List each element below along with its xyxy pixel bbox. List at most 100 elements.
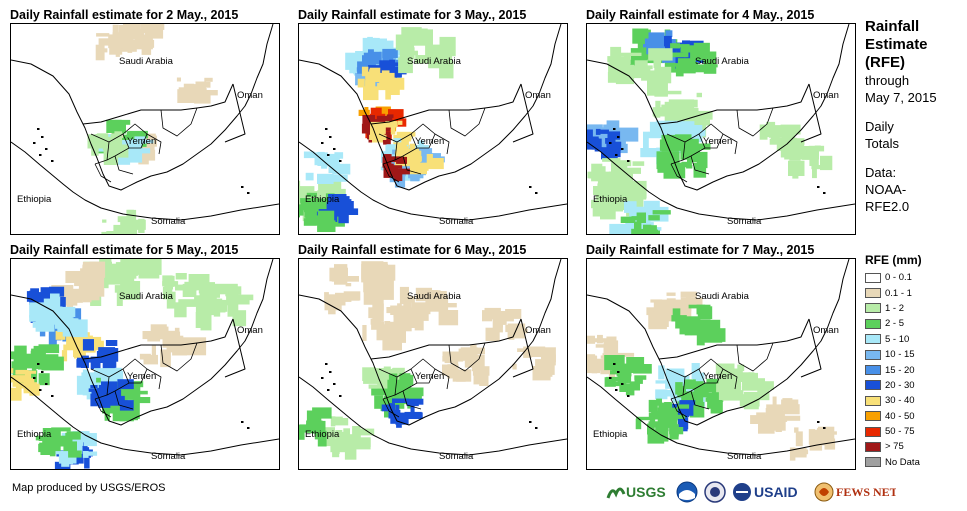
- rainfall-cell: [647, 230, 660, 234]
- island: [51, 395, 54, 397]
- rainfall-cell: [369, 67, 381, 83]
- rainfall-cell: [99, 372, 109, 383]
- rainfall-cell: [634, 375, 647, 380]
- sidebar-data-line: Data:: [865, 165, 897, 180]
- rainfall-cell: [644, 38, 664, 45]
- rainfall-cell: [587, 138, 600, 150]
- legend-item: 2 - 5: [865, 316, 965, 331]
- boundaries: [11, 24, 279, 221]
- islands: [609, 363, 826, 429]
- rainfall-cell: [392, 367, 405, 380]
- rainfall-cell: [696, 304, 706, 315]
- rainfall-cell: [344, 208, 359, 215]
- rainfall-cell: [98, 397, 111, 408]
- rainfall-cell: [655, 425, 669, 432]
- coastline: [11, 259, 274, 426]
- rainfall-cell: [648, 131, 669, 139]
- rainfall-cell: [542, 354, 556, 366]
- rainfall-cell: [29, 290, 39, 305]
- rainfall-cell: [115, 156, 124, 162]
- legend-item: 30 - 40: [865, 393, 965, 408]
- panel-title: Daily Rainfall estimate for 2 May., 2015: [10, 8, 239, 22]
- rainfall-cell: [123, 44, 144, 50]
- rainfall-cell: [373, 378, 393, 384]
- country-label-oman: Oman: [813, 325, 839, 336]
- coastline: [299, 24, 562, 191]
- rainfall-cell: [148, 24, 165, 30]
- rainfall-cell: [591, 178, 612, 182]
- rainfall-cell: [382, 53, 394, 64]
- rainfall-cell: [194, 295, 216, 302]
- rainfall-cell: [679, 400, 696, 406]
- legend-swatch: [865, 334, 881, 345]
- rainfall-cell: [636, 29, 651, 40]
- country-label-somalia: Somalia: [727, 451, 762, 462]
- rainfall-cell: [472, 366, 490, 376]
- rainfall-cell: [385, 121, 397, 128]
- rainfall-cell: [433, 53, 450, 64]
- rainfall-cell: [674, 44, 690, 48]
- island: [327, 154, 330, 156]
- rainfall-cell: [664, 402, 672, 408]
- country-label-oman: Oman: [525, 90, 551, 101]
- rainfall-cell: [464, 354, 485, 368]
- rainfall-cell: [226, 293, 233, 306]
- rainfall-cell: [361, 66, 369, 77]
- rainfall-cell: [14, 345, 27, 357]
- rainfall-cell: [809, 442, 823, 451]
- rainfall-cell: [697, 383, 709, 394]
- island: [613, 128, 616, 130]
- map-panel-may-3: Daily Rainfall estimate for 3 May., 2015…: [298, 7, 568, 235]
- rainfall-cell: [372, 303, 384, 322]
- sidebar-data-line: NOAA-: [865, 182, 907, 197]
- country-border: [82, 83, 234, 125]
- rainfall-cell: [398, 57, 413, 74]
- rainfall-cell: [23, 380, 35, 392]
- map-frame: Saudi Arabia Oman Yemen Ethiopia Somalia: [10, 258, 280, 470]
- rainfall-cell: [640, 148, 659, 158]
- rainfall-cell: [175, 273, 187, 280]
- rainfall-cell: [606, 198, 623, 212]
- island: [535, 427, 538, 429]
- governorate-border: [402, 390, 422, 410]
- rainfall-cell: [777, 138, 792, 146]
- map-frame: Saudi Arabia Oman Yemen Ethiopia Somalia: [298, 23, 568, 235]
- island: [45, 148, 48, 150]
- rainfall-layer: [587, 28, 833, 234]
- rainfall-cell: [102, 358, 117, 369]
- rainfall-cell: [651, 55, 666, 61]
- rainfall-cell: [396, 156, 407, 164]
- legend-label: 2 - 5: [885, 318, 905, 330]
- rainfall-cell: [40, 445, 55, 455]
- rainfall-cell: [129, 139, 137, 153]
- governorate-border: [114, 390, 134, 410]
- sidebar-data-line: RFE2.0: [865, 199, 910, 214]
- rainfall-cell: [648, 399, 658, 412]
- rainfall-cell: [133, 143, 142, 157]
- rainfall-cell: [34, 356, 48, 369]
- legend-item: 1 - 2: [865, 301, 965, 316]
- island: [333, 383, 336, 385]
- rainfall-cell: [813, 434, 830, 443]
- rainfall-cell: [656, 398, 662, 406]
- rainfall-cell: [657, 407, 670, 418]
- island: [45, 383, 48, 385]
- legend-item: 50 - 75: [865, 424, 965, 439]
- coastline: [11, 376, 279, 456]
- governorate-border: [690, 155, 710, 175]
- island: [41, 371, 44, 373]
- country-label-saudi: Saudi Arabia: [695, 56, 750, 67]
- rainfall-cell: [310, 198, 327, 210]
- rainfall-cell: [98, 385, 108, 398]
- rainfall-cell: [303, 151, 315, 159]
- rainfall-cell: [13, 354, 28, 368]
- rainfall-cell: [587, 129, 593, 143]
- rainfall-cell: [123, 40, 138, 45]
- island: [41, 136, 44, 138]
- rainfall-cell: [40, 287, 55, 295]
- rainfall-cell: [633, 180, 647, 199]
- rainfall-cell: [120, 26, 128, 37]
- rainfall-cell: [790, 448, 807, 458]
- rainfall-cell: [98, 48, 108, 53]
- rainfall-cell: [134, 136, 146, 144]
